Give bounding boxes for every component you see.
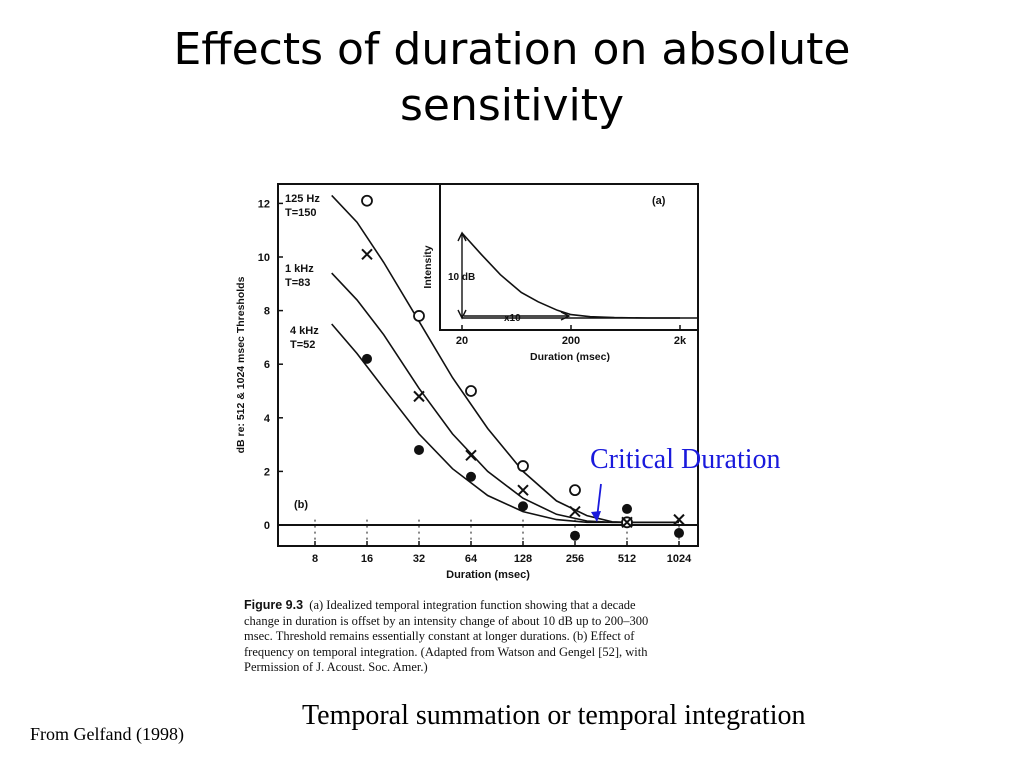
y-tick-label: 0	[264, 520, 270, 532]
marker-x	[621, 516, 633, 529]
inset-x10-label: x10	[504, 313, 521, 324]
figure-caption-line-5: Permission of J. Acoust. Soc. Amer.)	[244, 660, 428, 674]
figure-caption-line-3: msec. Threshold remains essentially cons…	[244, 629, 635, 643]
marker-x	[569, 505, 581, 518]
y-tick-label: 6	[264, 359, 270, 371]
series-label: 1 kHz	[285, 263, 314, 275]
y-tick-label: 2	[264, 466, 270, 478]
panel-b-label: (b)	[294, 499, 308, 511]
slide-title-line-1: Effects of duration on absolute	[173, 24, 851, 75]
inset-x-axis-label: Duration (msec)	[530, 351, 610, 363]
x-tick-label: 512	[618, 553, 636, 565]
x-tick-label: 8	[312, 553, 318, 565]
x-tick-label: 16	[361, 553, 373, 565]
y-tick-label: 10	[258, 252, 270, 264]
marker-filled-circle	[518, 501, 528, 512]
inset-arrowhead-down	[457, 309, 467, 320]
marker-open-circle	[569, 484, 581, 497]
marker-filled-circle	[570, 530, 580, 541]
slide-title: Effects of duration on absolute sensitiv…	[0, 22, 1024, 134]
critical-duration-annotation: Critical Duration	[590, 444, 781, 475]
x-tick-label: 128	[514, 553, 532, 565]
marker-filled-circle	[362, 353, 372, 364]
marker-x	[361, 248, 373, 261]
series-label: T=52	[290, 339, 315, 351]
marker-x	[517, 484, 529, 496]
inset-x-tick-label: 20	[456, 335, 468, 347]
figure-caption-label: Figure 9.3	[244, 598, 304, 612]
marker-open-circle	[361, 194, 373, 207]
inset-panel-a: 20 200 2k Duration (msec) Intensity (a) 10 dB x…	[422, 183, 699, 363]
marker-open-circle	[413, 310, 425, 322]
figure-caption: Figure 9.3 (a) Idealized temporal integr…	[244, 598, 732, 676]
figure-caption-line-4: frequency on temporal integration. (Adap…	[244, 644, 648, 659]
y-tick-label: 8	[264, 306, 270, 318]
subcaption: Temporal summation or temporal integrati…	[302, 700, 806, 731]
marker-open-circle	[517, 460, 529, 472]
data-markers	[361, 194, 685, 541]
marker-x	[413, 390, 425, 403]
series-label: T=150	[285, 207, 317, 219]
x-tick-label: 1024	[667, 553, 692, 565]
chart-labels: 125 Hz T=150 1 kHz T=83 4 kHz T=52	[285, 193, 320, 351]
x-axis-label: Duration (msec)	[446, 569, 530, 581]
marker-filled-circle	[674, 528, 684, 539]
critical-duration-arrow-icon	[591, 483, 602, 522]
series-label: 125 Hz	[285, 193, 320, 205]
marker-filled-circle	[414, 444, 424, 455]
inset-arrowhead-up	[457, 231, 467, 242]
slide-title-line-2: sensitivity	[399, 80, 625, 131]
panel-a-label: (a)	[652, 195, 666, 207]
marker-filled-circle	[622, 503, 632, 514]
marker-x	[465, 449, 477, 462]
marker-filled-circle	[466, 471, 476, 482]
marker-x	[673, 513, 685, 526]
inset-10db-label: 10 dB	[448, 272, 475, 283]
fit-curve-4-khz	[331, 323, 679, 524]
series-label: 4 kHz	[290, 325, 319, 337]
figure-caption-line-1: (a) Idealized temporal integration funct…	[309, 598, 636, 612]
inset-x-tick-label: 2k	[674, 335, 687, 347]
y-axis-label: dB re: 512 & 1024 msec Thresholds	[235, 276, 247, 453]
x-tick-label: 256	[566, 553, 584, 565]
x-tick-label: 64	[465, 553, 478, 565]
figure-caption-line-2: change in duration is offset by an inten…	[244, 613, 649, 628]
inset-curve	[461, 232, 680, 319]
y-tick-label: 4	[264, 413, 271, 425]
y-tick-label: 12	[258, 198, 270, 210]
marker-open-circle	[465, 385, 477, 397]
source-credit: From Gelfand (1998)	[30, 724, 184, 744]
inset-y-axis-label: Intensity	[422, 245, 434, 288]
fitted-curves	[331, 194, 679, 524]
x-tick-label: 32	[413, 553, 425, 565]
inset-x-tick-label: 200	[562, 335, 580, 347]
series-label: T=83	[285, 277, 310, 289]
inset-arrowhead-right	[560, 311, 571, 321]
